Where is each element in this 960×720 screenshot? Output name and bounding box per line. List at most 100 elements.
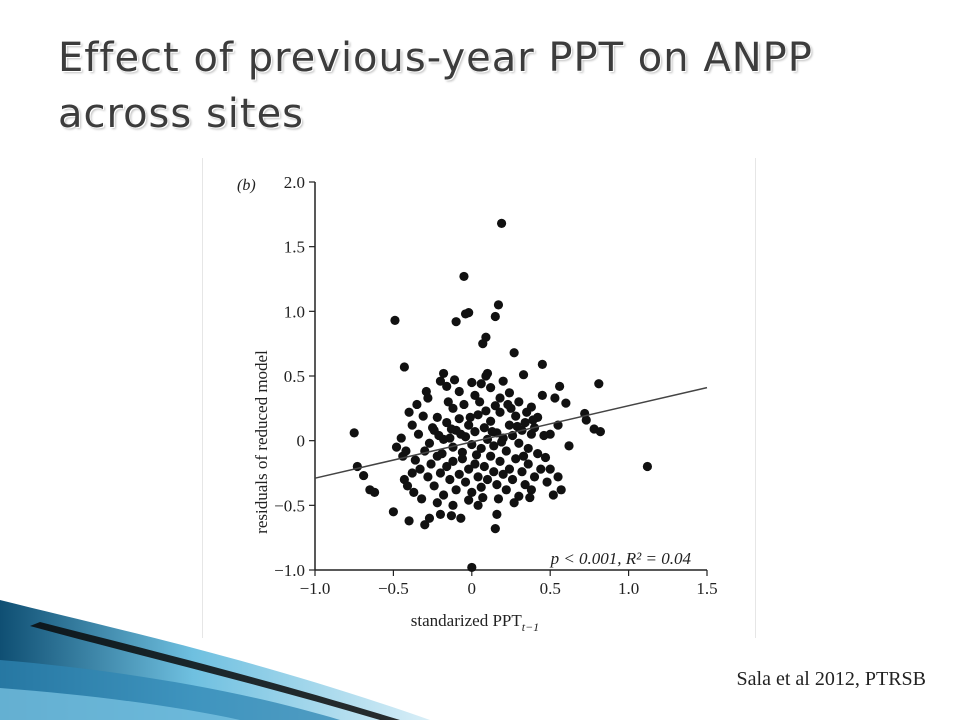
data-point — [467, 487, 477, 497]
data-point — [470, 390, 480, 400]
axes-layer: −1.0 −0.5 0 0.5 1.0 1.5 2.0 −1.0 −0.5 0 0.5 1.0 1.5 — [274, 173, 717, 598]
data-point — [467, 377, 477, 388]
data-point — [456, 513, 466, 523]
data-point — [473, 410, 483, 420]
data-point — [424, 513, 435, 523]
data-point — [429, 481, 439, 491]
data-point — [438, 434, 449, 444]
data-point — [517, 467, 527, 477]
data-point — [550, 393, 560, 403]
data-point — [504, 388, 515, 398]
data-point — [476, 443, 486, 454]
y-tick-label: 0.5 — [284, 367, 305, 386]
scatter-plot: −1.0−0.500.51.01.52.0−1.0 −0.5 0 0.5 1.0 1.5 … — [237, 173, 718, 634]
data-point — [470, 427, 480, 437]
data-point — [449, 375, 460, 385]
data-point — [418, 411, 428, 421]
data-point — [424, 438, 435, 448]
data-point — [442, 417, 452, 428]
data-point — [459, 399, 469, 410]
data-point — [536, 464, 546, 474]
data-point — [545, 464, 555, 474]
data-point — [481, 406, 491, 416]
data-point — [409, 487, 419, 497]
data-point — [537, 390, 547, 400]
data-point — [512, 421, 522, 432]
data-point — [486, 383, 496, 393]
data-point — [448, 403, 458, 413]
y-tick-label: 2.0 — [284, 173, 305, 192]
data-point — [454, 469, 464, 479]
y-tick-label: −0.5 — [274, 496, 305, 515]
data-point — [446, 424, 457, 434]
data-point — [594, 379, 604, 389]
x-tick-label: 1.5 — [696, 579, 717, 598]
data-point — [448, 500, 458, 510]
data-point — [487, 427, 497, 437]
data-point — [421, 386, 431, 397]
x-tick-label: −0.5 — [378, 579, 409, 598]
data-point — [489, 467, 499, 477]
data-point — [511, 411, 521, 421]
data-point — [518, 370, 529, 380]
data-point — [523, 443, 533, 454]
citation: Sala et al 2012, PTRSB — [736, 668, 926, 690]
data-point — [475, 397, 485, 407]
data-point — [533, 449, 543, 459]
data-point — [456, 429, 466, 439]
data-point — [595, 427, 605, 437]
data-point — [473, 472, 483, 482]
data-point — [443, 397, 453, 407]
data-point — [457, 447, 467, 457]
data-point — [507, 474, 518, 485]
data-point — [407, 420, 417, 430]
data-point — [518, 451, 529, 461]
data-point — [451, 317, 461, 327]
data-point — [522, 407, 532, 417]
decorative-wave — [0, 600, 430, 720]
panel-label: (b) — [237, 177, 256, 194]
points-layer — [349, 218, 653, 573]
data-point — [401, 446, 411, 456]
data-point — [399, 362, 409, 372]
data-point — [432, 412, 442, 422]
data-point — [514, 491, 524, 501]
data-point — [498, 469, 508, 479]
data-point — [473, 500, 483, 510]
y-tick-label: 0 — [297, 432, 306, 451]
data-point — [555, 381, 565, 391]
data-point — [493, 300, 504, 310]
data-point — [390, 315, 400, 325]
data-point — [509, 348, 519, 358]
data-point — [429, 425, 439, 435]
data-point — [420, 520, 430, 530]
data-point — [489, 441, 499, 451]
data-point — [553, 472, 563, 482]
data-point — [404, 407, 414, 417]
data-point — [407, 468, 417, 478]
data-point — [417, 494, 427, 504]
data-point — [442, 381, 452, 391]
x-tick-label: −1.0 — [300, 579, 331, 598]
regression-line — [314, 386, 708, 479]
data-point — [460, 309, 471, 319]
data-point — [581, 415, 591, 425]
data-point — [548, 490, 558, 500]
data-point — [493, 494, 504, 504]
x-tick-label: 0 — [468, 579, 477, 598]
data-point — [478, 339, 488, 349]
y-tick-label: −1.0 — [274, 561, 305, 580]
data-point — [525, 492, 535, 503]
data-point — [490, 401, 500, 411]
data-point — [478, 492, 488, 503]
data-point — [454, 386, 464, 397]
slide-title: Effect of previous-year PPT on ANPP acro… — [58, 35, 813, 137]
data-point — [412, 399, 422, 410]
data-point — [523, 459, 533, 469]
data-point — [479, 423, 489, 433]
data-point — [501, 485, 511, 495]
data-point — [482, 474, 493, 485]
data-point — [539, 430, 549, 441]
data-point — [465, 412, 475, 422]
data-point — [402, 481, 413, 491]
